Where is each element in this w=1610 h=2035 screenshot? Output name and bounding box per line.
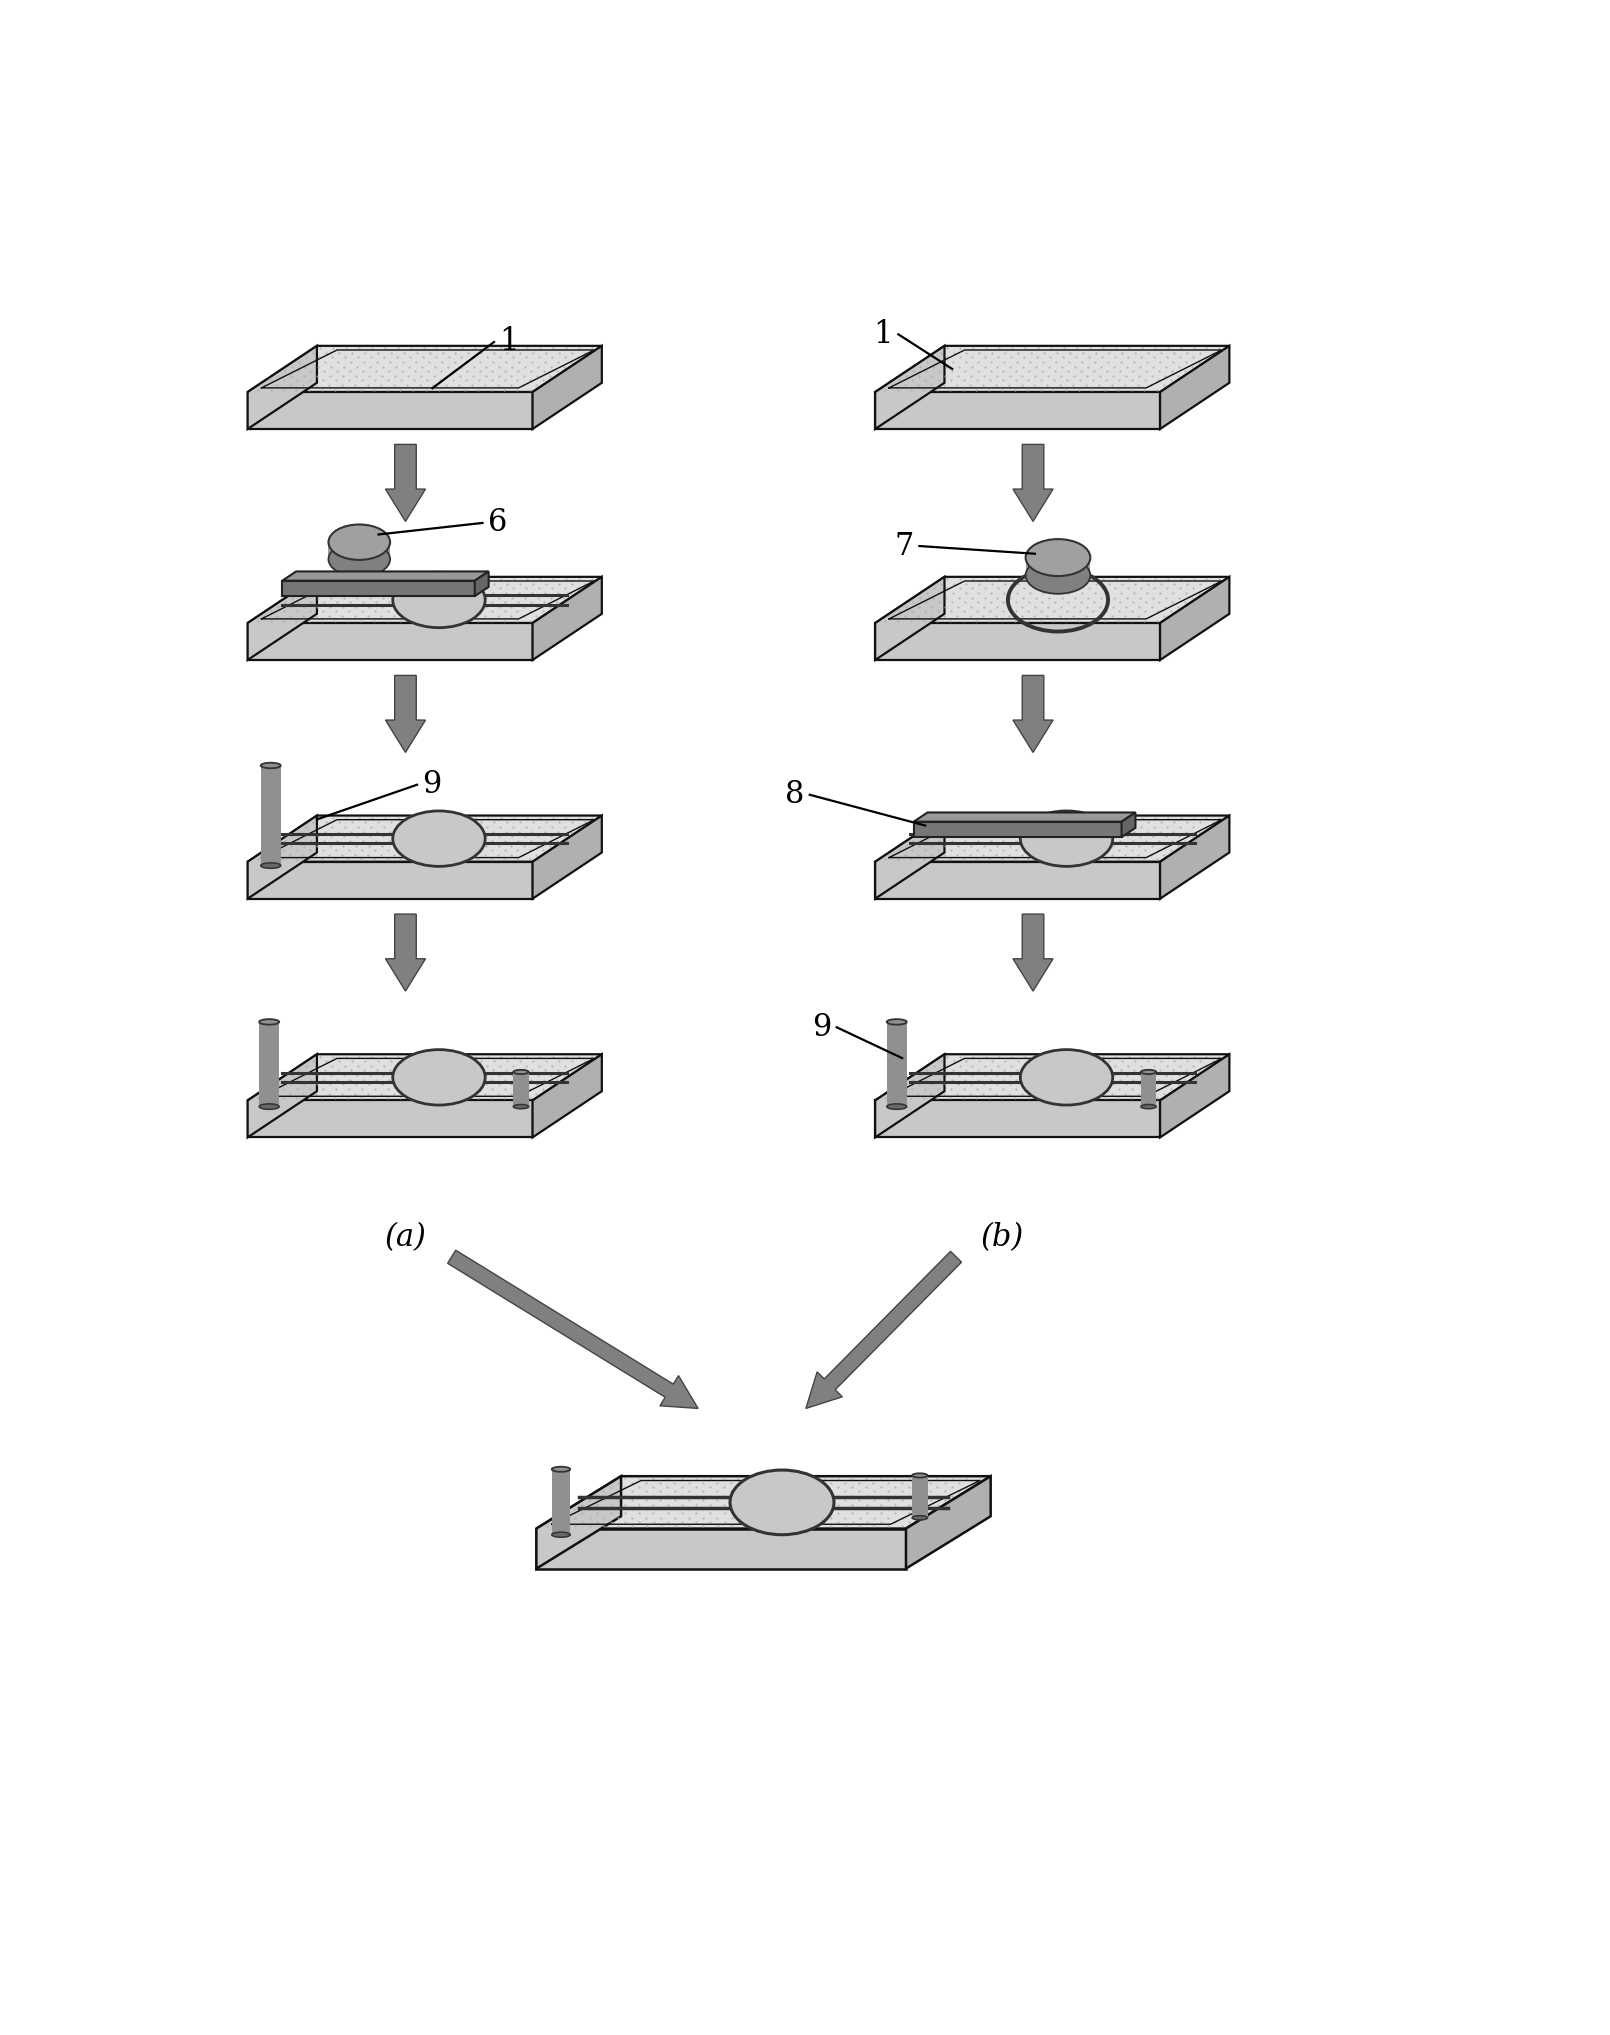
Polygon shape (248, 816, 317, 899)
Text: 9: 9 (422, 769, 441, 800)
Text: (b): (b) (980, 1221, 1024, 1254)
Polygon shape (876, 623, 1161, 659)
Polygon shape (552, 1469, 570, 1534)
Ellipse shape (1021, 810, 1113, 867)
Polygon shape (533, 1054, 602, 1138)
Polygon shape (248, 576, 602, 623)
Polygon shape (248, 816, 602, 861)
Polygon shape (876, 1054, 1230, 1101)
Polygon shape (514, 1072, 528, 1107)
Ellipse shape (393, 1050, 485, 1105)
Ellipse shape (1021, 1050, 1113, 1105)
Text: 6: 6 (488, 507, 507, 539)
Text: 8: 8 (786, 779, 805, 810)
Polygon shape (1026, 558, 1090, 576)
Text: 1: 1 (499, 326, 518, 358)
FancyArrow shape (385, 676, 425, 753)
Polygon shape (876, 1101, 1161, 1138)
Polygon shape (876, 861, 1161, 899)
Ellipse shape (328, 525, 390, 560)
FancyArrow shape (1013, 676, 1053, 753)
Polygon shape (1122, 812, 1135, 836)
Polygon shape (248, 1054, 317, 1138)
Ellipse shape (887, 1020, 906, 1026)
Polygon shape (328, 541, 390, 560)
Polygon shape (913, 812, 1135, 822)
Polygon shape (876, 393, 1161, 429)
Polygon shape (536, 1475, 990, 1528)
Polygon shape (887, 1022, 906, 1107)
Polygon shape (536, 1475, 621, 1569)
Polygon shape (261, 765, 280, 865)
Polygon shape (913, 1475, 927, 1518)
FancyArrow shape (1013, 914, 1053, 991)
Polygon shape (248, 861, 533, 899)
Text: 7: 7 (895, 531, 914, 562)
Ellipse shape (261, 863, 280, 869)
Polygon shape (282, 572, 489, 580)
Polygon shape (248, 1101, 533, 1138)
FancyArrow shape (1013, 444, 1053, 521)
Polygon shape (533, 576, 602, 659)
Ellipse shape (1141, 1105, 1156, 1109)
Ellipse shape (393, 810, 485, 867)
Polygon shape (248, 1054, 602, 1101)
Polygon shape (248, 393, 533, 429)
Polygon shape (876, 1054, 945, 1138)
FancyArrow shape (448, 1249, 699, 1408)
Ellipse shape (259, 1103, 279, 1109)
Polygon shape (1141, 1072, 1156, 1107)
Ellipse shape (1026, 558, 1090, 594)
Polygon shape (876, 576, 1230, 623)
Polygon shape (1161, 816, 1230, 899)
Polygon shape (282, 580, 475, 596)
Polygon shape (1161, 346, 1230, 429)
Ellipse shape (1141, 1070, 1156, 1074)
FancyArrow shape (385, 914, 425, 991)
Ellipse shape (887, 1103, 906, 1109)
Polygon shape (1161, 1054, 1230, 1138)
Polygon shape (533, 346, 602, 429)
Polygon shape (248, 346, 602, 393)
Polygon shape (876, 346, 945, 429)
Polygon shape (248, 576, 317, 659)
FancyArrow shape (385, 444, 425, 521)
Ellipse shape (514, 1070, 528, 1074)
Polygon shape (876, 346, 1230, 393)
Polygon shape (259, 1022, 279, 1107)
Text: 1: 1 (873, 319, 894, 350)
Polygon shape (913, 822, 1122, 836)
Ellipse shape (552, 1532, 570, 1536)
FancyArrow shape (807, 1252, 961, 1408)
Ellipse shape (729, 1469, 834, 1534)
Text: (a): (a) (385, 1221, 427, 1254)
Polygon shape (876, 816, 945, 899)
Ellipse shape (1026, 539, 1090, 576)
Polygon shape (876, 816, 1230, 861)
Ellipse shape (328, 541, 390, 576)
Ellipse shape (261, 763, 280, 769)
Polygon shape (1161, 576, 1230, 659)
Polygon shape (475, 572, 489, 596)
Ellipse shape (913, 1473, 927, 1477)
Polygon shape (248, 623, 533, 659)
Polygon shape (906, 1475, 990, 1569)
Polygon shape (248, 346, 317, 429)
Text: 9: 9 (811, 1011, 831, 1042)
Polygon shape (536, 1528, 906, 1569)
Ellipse shape (913, 1516, 927, 1520)
Ellipse shape (393, 572, 485, 627)
Ellipse shape (259, 1020, 279, 1026)
Polygon shape (876, 576, 945, 659)
Ellipse shape (514, 1105, 528, 1109)
Ellipse shape (552, 1467, 570, 1471)
Polygon shape (533, 816, 602, 899)
